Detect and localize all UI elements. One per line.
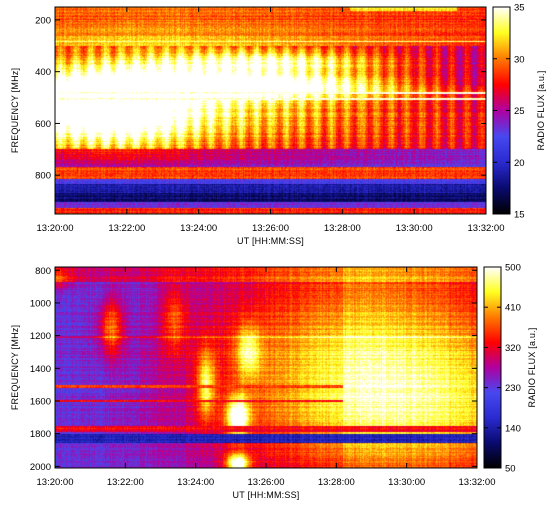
- x-tick-label: 13:22:00: [108, 223, 145, 234]
- spectrogram-panel-bottom: 13:20:00 13:22:00 13:24:00 13:26:00 13:28:00…: [10, 263, 537, 501]
- y-tick-label: 2000: [30, 462, 51, 473]
- spectrogram-panel-top: 13:20:00 13:22:00 13:24:00 13:26:00 13:28:00…: [10, 3, 546, 247]
- colorbar-label: RADIO FLUX [a.u.]: [527, 328, 537, 408]
- x-tick-label: 13:24:00: [180, 223, 217, 234]
- y-axis-label: FREQUENCY [MHz]: [10, 68, 20, 153]
- colorbar-tick-label: 410: [505, 303, 521, 314]
- colorbar-tick-label: 500: [505, 263, 521, 274]
- x-tick-label: 13:32:00: [459, 477, 496, 488]
- x-tick-label: 13:26:00: [248, 477, 285, 488]
- x-tick-label: 13:20:00: [37, 223, 74, 234]
- x-axis-label: UT [HH:MM:SS]: [237, 236, 304, 246]
- colorbar-tick-label: 50: [505, 464, 516, 475]
- colorbar-tick-label: 25: [514, 106, 525, 117]
- x-tick-label: 13:28:00: [324, 223, 361, 234]
- x-tick-label: 13:20:00: [37, 477, 74, 488]
- y-tick-label: 400: [35, 67, 51, 78]
- colorbar-tick-label: 15: [514, 210, 525, 221]
- x-tick-label: 13:26:00: [252, 223, 289, 234]
- y-tick-label: 1400: [30, 364, 51, 375]
- colorbar-tick-label: 20: [514, 158, 525, 169]
- colorbar-tick-label: 320: [505, 343, 521, 354]
- y-tick-label: 600: [35, 119, 51, 130]
- x-tick-label: 13:30:00: [396, 223, 433, 234]
- spectrogram-image-top: [55, 7, 486, 214]
- colorbar-tick-label: 230: [505, 383, 521, 394]
- colorbar-tick-label: 140: [505, 423, 521, 434]
- y-tick-label: 1200: [30, 331, 51, 342]
- spectrogram-image-bottom: [55, 267, 477, 468]
- y-tick-label: 800: [35, 171, 51, 182]
- x-tick-label: 13:24:00: [177, 477, 214, 488]
- y-tick-label: 1800: [30, 429, 51, 440]
- x-tick-label: 13:28:00: [318, 477, 355, 488]
- colorbar-tick-label: 30: [514, 54, 525, 65]
- y-tick-label: 200: [35, 15, 51, 26]
- y-tick-label: 1000: [30, 298, 51, 309]
- x-axis-label: UT [HH:MM:SS]: [233, 490, 300, 500]
- y-tick-label: 1600: [30, 397, 51, 408]
- y-tick-label: 800: [35, 266, 51, 277]
- colorbar-label: RADIO FLUX [a.u.]: [536, 71, 546, 151]
- colorbar-bottom: [483, 266, 502, 469]
- x-tick-label: 13:30:00: [388, 477, 425, 488]
- colorbar-tick-label: 35: [514, 3, 525, 14]
- x-tick-label: 13:22:00: [107, 477, 144, 488]
- y-axis-label: FREQUENCY [MHz]: [10, 325, 20, 410]
- x-tick-label: 13:32:00: [468, 223, 505, 234]
